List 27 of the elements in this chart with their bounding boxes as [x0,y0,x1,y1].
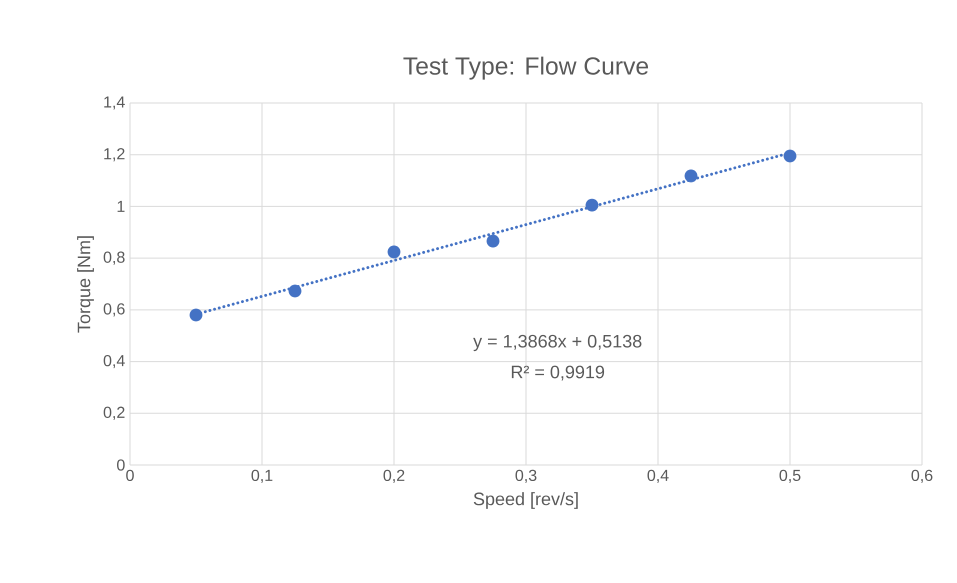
point [288,284,302,298]
x-tick-label: 0,3 [516,470,536,483]
x-tick-label: 0,6 [912,470,932,483]
point [784,150,796,162]
point [388,246,400,258]
y-tick-label: 1,4 [104,96,125,110]
x-axis-title: Speed [rev/s] [474,492,578,509]
annotation: y = 1,3868x + 0,5138 [473,334,642,352]
point [190,308,202,322]
point [586,198,598,212]
y-tick-label: 0,4 [104,354,125,368]
point [684,170,698,182]
annotation: R² = 0,9919 [512,366,604,380]
x-tick-label: 0,1 [252,470,272,483]
x-tick-label: 0,2 [384,470,404,483]
point [486,234,500,248]
chart-title: Test Type: Flow Curve [403,56,648,80]
y-tick-label: 0,8 [104,252,125,265]
y-tick-label: 0,2 [104,406,124,420]
x-tick-label: 0,4 [648,470,669,483]
y-tick-label: 1 [118,200,125,212]
x-tick-label: 0 [126,470,134,482]
y-tick-label: 0,6 [104,303,125,316]
y-tick-label: 0 [117,459,125,471]
x-tick-label: 0,5 [780,470,800,483]
y-tick-label: 1,2 [104,148,124,162]
y-axis-title: Torque [Nm] [77,236,94,333]
